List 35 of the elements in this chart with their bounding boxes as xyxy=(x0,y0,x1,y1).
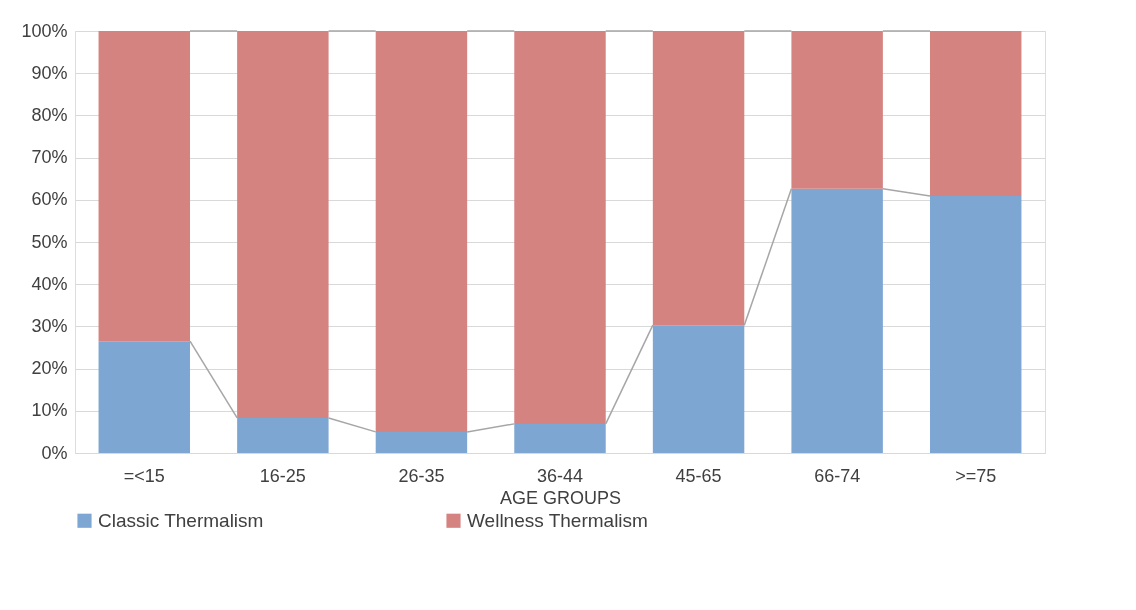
legend-label: Wellness Thermalism xyxy=(467,509,648,531)
y-tick-label: 10% xyxy=(31,400,68,421)
x-tick-label: 36-44 xyxy=(536,465,584,486)
bar xyxy=(929,31,1022,196)
y-tick-label: 30% xyxy=(31,315,68,336)
y-tick-label: 60% xyxy=(31,189,68,210)
y-tick-label: 50% xyxy=(31,231,68,252)
x-tick-label: 45-65 xyxy=(675,465,722,486)
x-tick-label: 66-74 xyxy=(814,465,861,486)
bar xyxy=(98,31,191,342)
y-tick-label: 40% xyxy=(31,273,68,294)
bar xyxy=(929,196,1022,453)
bar xyxy=(652,325,745,453)
bar xyxy=(375,31,468,432)
bar xyxy=(791,188,883,453)
bar xyxy=(375,431,468,453)
bar xyxy=(652,31,745,326)
y-tick-label: 90% xyxy=(31,62,68,83)
x-tick-label: 16-25 xyxy=(259,465,306,486)
x-axis-title: AGE GROUPS xyxy=(499,487,622,508)
bar xyxy=(98,341,191,453)
x-tick-label: 26-35 xyxy=(398,465,445,486)
x-tick-label: =<15 xyxy=(123,465,165,486)
bar xyxy=(514,31,606,424)
x-tick-label: >=75 xyxy=(955,465,997,486)
y-tick-label: 70% xyxy=(31,147,68,168)
y-tick-label: 0% xyxy=(41,442,68,463)
y-tick-label: 20% xyxy=(31,358,68,379)
bar xyxy=(791,31,883,189)
y-tick-label: 80% xyxy=(31,104,68,125)
y-tick-label: 100% xyxy=(21,20,68,41)
bar xyxy=(237,417,329,453)
legend-label: Classic Thermalism xyxy=(98,509,264,531)
bar xyxy=(237,31,329,418)
bar xyxy=(514,423,606,453)
